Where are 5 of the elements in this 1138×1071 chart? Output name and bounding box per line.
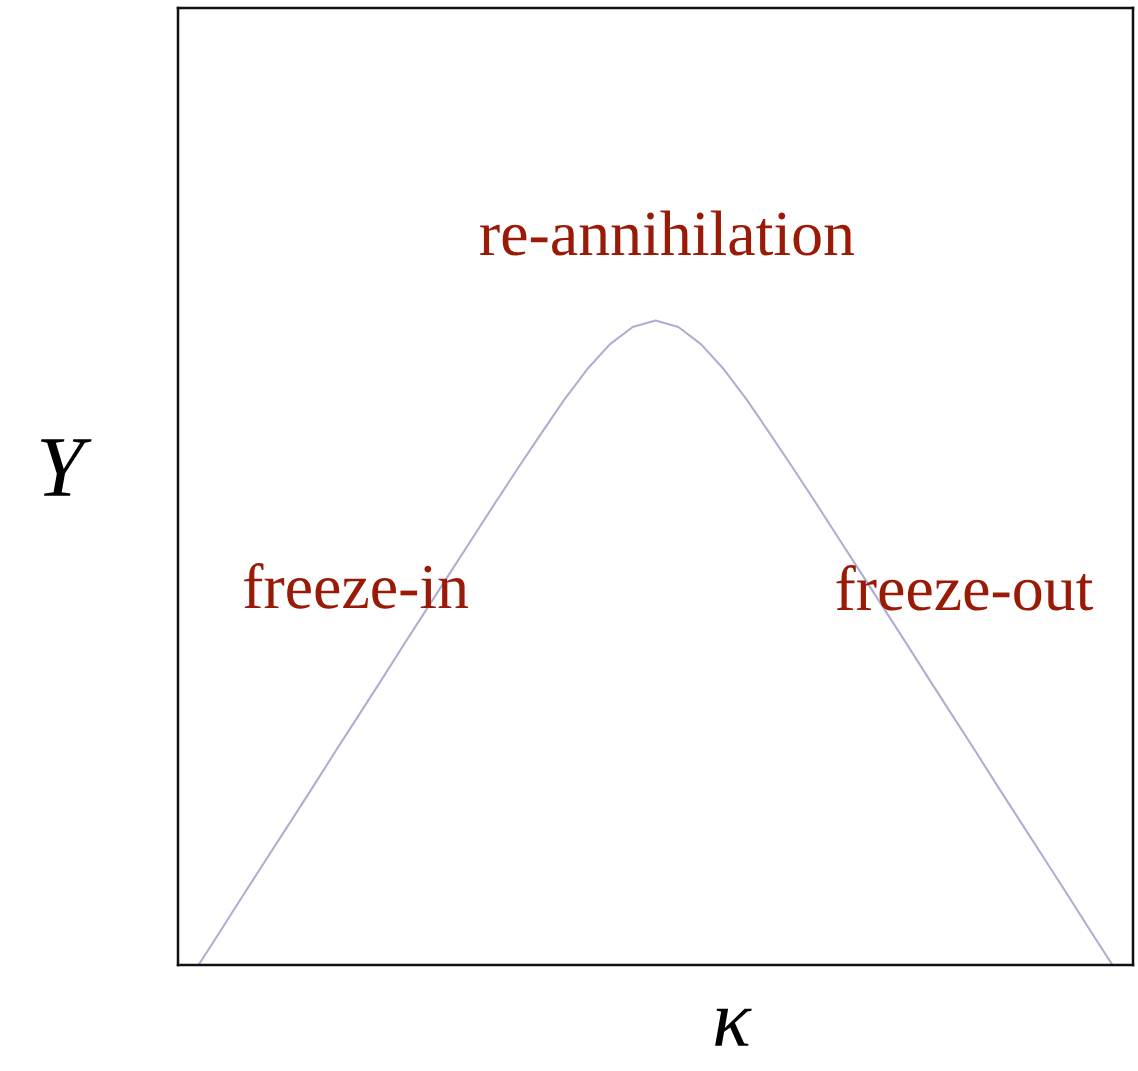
x-axis-title: κ	[715, 1008, 752, 1046]
y-axis-title: Y	[40, 439, 92, 496]
annotation: freeze-out	[836, 564, 1094, 611]
annotation: freeze-in	[244, 563, 469, 609]
text: re-annihilation	[480, 210, 855, 256]
